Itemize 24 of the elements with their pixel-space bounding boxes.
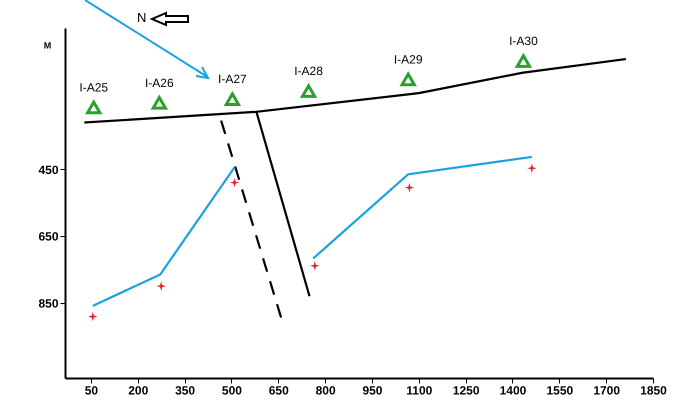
x-tick-label: 1550 [546,384,574,398]
annotation: I-A27 [218,72,248,86]
x-tick-label: 1700 [593,384,620,398]
annotation: I-A25 [79,80,108,94]
y-tick-label: 450 [38,162,59,177]
x-tick-label: 350 [175,384,196,398]
x-tick-label: 50 [84,384,98,398]
y-tick-label: 850 [38,296,59,310]
annotation: I-A30 [509,34,538,48]
x-tick-label: 500 [222,384,242,398]
x-tick-label: 1100 [406,384,433,398]
annotation: I-A26 [144,76,174,90]
annotation: I-A29 [394,52,423,66]
x-tick-label: 650 [268,384,290,398]
x-tick-label: 1850 [640,384,668,398]
text: N [137,10,146,25]
x-tick-label: 200 [128,384,149,398]
y-tick-label: 650 [38,230,59,244]
x-tick-label: 1400 [500,384,527,398]
x-tick-label: 800 [316,384,336,398]
annotation: I-A28 [294,64,324,78]
y-axis-title: M [44,40,52,50]
x-tick-label: 950 [362,384,383,398]
x-tick-label: 1250 [452,384,480,398]
